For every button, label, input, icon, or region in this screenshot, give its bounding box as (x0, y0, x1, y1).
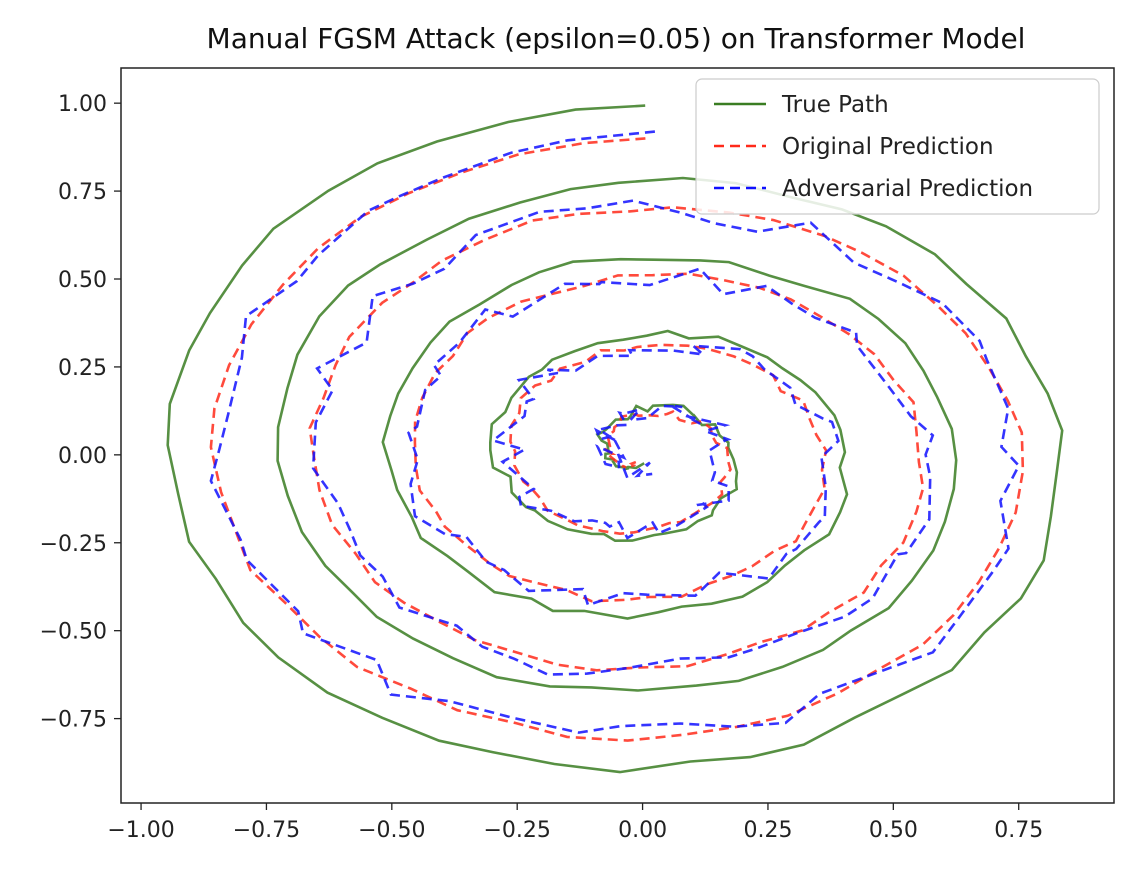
legend: True Path Original Prediction Adversarial … (695, 78, 1100, 215)
y-tick-label: 0.75 (58, 180, 107, 205)
series-line-true-path (166, 104, 1064, 774)
y-tick-label: 0.50 (58, 268, 107, 293)
x-tick-label: −0.50 (358, 818, 425, 843)
x-tick-label: 0.00 (618, 818, 667, 843)
legend-label: True Path (781, 92, 889, 118)
y-tick-label: 0.00 (58, 444, 107, 469)
y-tick-label: 0.25 (58, 356, 107, 381)
x-axis: −1.00 −0.75 −0.50 −0.25 0.00 0.25 0.50 0.75 (107, 803, 1043, 843)
series-line-adversarial-prediction (209, 130, 1021, 734)
legend-label: Adversarial Prediction (782, 176, 1033, 202)
x-tick-label: −0.25 (483, 818, 550, 843)
legend-label: Original Prediction (782, 134, 994, 160)
y-tick-label: −0.25 (40, 532, 107, 557)
y-axis: 1.00 0.75 0.50 0.25 0.00 −0.25 −0.50 −0.75 (40, 92, 121, 733)
x-tick-label: 0.75 (994, 818, 1043, 843)
x-tick-label: 0.50 (869, 818, 918, 843)
x-tick-label: −0.75 (233, 818, 300, 843)
y-tick-label: −0.50 (40, 620, 107, 645)
chart-title: Manual FGSM Attack (epsilon=0.05) on Tra… (207, 22, 1026, 55)
series-line-original-prediction (209, 137, 1025, 742)
x-tick-label: −1.00 (107, 818, 174, 843)
y-tick-label: 1.00 (58, 92, 107, 117)
y-tick-label: −0.75 (40, 708, 107, 733)
x-tick-label: 0.25 (743, 818, 792, 843)
plot-area-frame (120, 67, 1115, 804)
legend-box (695, 78, 1100, 215)
